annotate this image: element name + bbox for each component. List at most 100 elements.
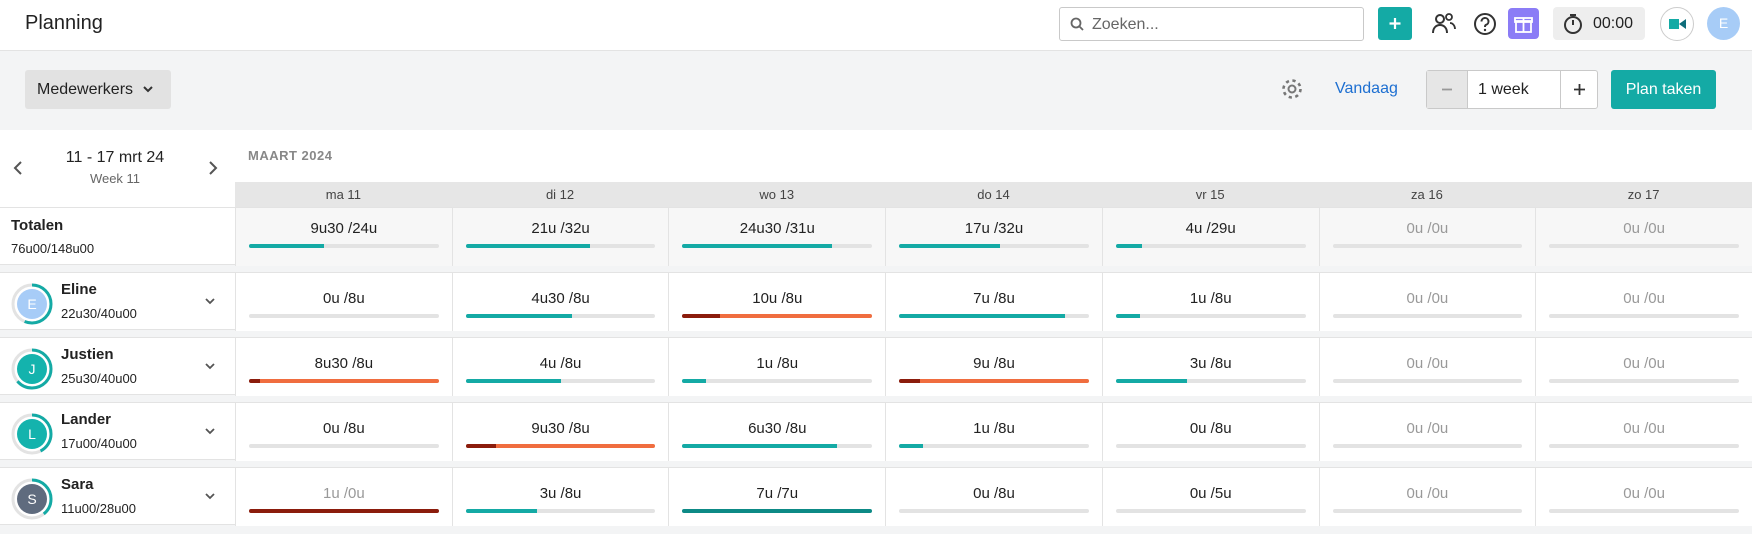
day-cell: 7u /8u [885, 273, 1102, 331]
employee-hours: 17u00/40u00 [61, 436, 137, 451]
cell-hours: 4u /29u [1185, 220, 1236, 237]
progress-fill [260, 379, 439, 383]
next-week[interactable] [205, 159, 221, 177]
video-icon [1669, 19, 1686, 29]
day-header: wo 13 [759, 187, 795, 202]
cell-hours: 1u /8u [1189, 290, 1232, 307]
page-title: Planning [25, 12, 103, 34]
cell-hours: 1u /8u [756, 355, 799, 372]
gift-button[interactable] [1508, 8, 1539, 39]
expand-toggle[interactable] [203, 295, 217, 307]
day-cell: 4u /8u [451, 338, 669, 396]
week-number: Week 11 [89, 171, 141, 186]
progress-fill [1115, 314, 1140, 318]
day-cell: 17u /32u [885, 208, 1102, 266]
prev-week[interactable] [10, 159, 26, 177]
expand-toggle[interactable] [203, 490, 217, 502]
cell-hours: 1u /0u [322, 485, 365, 502]
period-input[interactable]: 1 week [1478, 81, 1529, 98]
add-button[interactable] [1378, 7, 1412, 40]
progress-track [899, 379, 1089, 383]
employee-name: Justien [61, 346, 114, 363]
day-cell: 21u /32u [451, 208, 669, 266]
cell-hours: 0u /0u [1406, 355, 1449, 372]
progress-track [465, 509, 656, 513]
expand-toggle[interactable] [203, 360, 217, 372]
avatar-initial: L [28, 426, 36, 442]
progress-track [465, 379, 656, 383]
day-header: za 16 [1411, 187, 1443, 202]
timer-value: 00:00 [1593, 15, 1634, 32]
progress-track [1332, 314, 1523, 318]
progress-track [682, 444, 873, 448]
user-avatar[interactable]: E [1707, 7, 1740, 40]
day-header: ma 11 [325, 187, 361, 202]
progress-over [899, 379, 921, 383]
employee-name: Sara [61, 476, 94, 493]
cell-hours: 4u /8u [539, 355, 582, 372]
day-cell: 1u /8u [668, 338, 886, 396]
progress-fill [1115, 244, 1142, 248]
day-header-band [235, 182, 1752, 207]
increment-button[interactable] [1560, 71, 1598, 108]
month-label: MAART 2024 [248, 148, 333, 163]
progress-track [249, 244, 439, 248]
search-box[interactable]: Zoeken... [1059, 7, 1364, 41]
video-button[interactable] [1660, 7, 1694, 41]
progress-fill [899, 244, 1000, 248]
day-cell: 7u /7u [668, 468, 886, 526]
cell-hours: 0u /0u [1406, 290, 1449, 307]
cell-hours: 0u /0u [1623, 290, 1665, 307]
avatar-ring [11, 478, 53, 520]
decrement-button[interactable] [1427, 71, 1468, 108]
cell-hours: 1u /8u [973, 420, 1015, 437]
search-placeholder: Zoeken... [1092, 16, 1159, 33]
view-dropdown[interactable]: Medewerkers [25, 70, 171, 109]
progress-track [1115, 444, 1306, 448]
avatar-ring [11, 413, 53, 455]
chevron-down [205, 298, 215, 305]
avatar: J [10, 347, 54, 391]
avatar: S [10, 477, 54, 521]
cell-hours: 9u30 /24u [310, 220, 378, 237]
progress-track [249, 314, 439, 318]
progress-track [1549, 314, 1739, 318]
team-icon[interactable] [1430, 11, 1458, 37]
progress-fill [920, 379, 1089, 383]
progress-over [249, 509, 439, 513]
cell-hours: 7u /7u [756, 485, 799, 502]
progress-track [1115, 509, 1306, 513]
progress-fill [495, 444, 656, 448]
minus-icon [1442, 88, 1452, 91]
week-range: 11 - 17 mrt 24 [65, 149, 165, 166]
timer[interactable]: 00:00 [1553, 7, 1645, 40]
plus-icon [1574, 84, 1585, 95]
progress-track [1332, 244, 1523, 248]
progress-fill [465, 379, 561, 383]
plan-button-label: Plan taken [1625, 81, 1702, 98]
expand-toggle[interactable] [203, 425, 217, 437]
settings-icon[interactable] [1280, 77, 1304, 101]
search-icon [1070, 17, 1084, 31]
planner-grid: 11 - 17 mrt 24 Week 11 MAART 2024 ma 11 di 1… [0, 130, 1752, 534]
cell-hours: 10u /8u [752, 290, 803, 307]
cell-hours: 3u /8u [539, 485, 582, 502]
progress-track [1115, 314, 1306, 318]
employee-hours: 22u30/40u00 [61, 306, 137, 321]
day-cell: 3u /8u [451, 468, 669, 526]
progress-fill [720, 314, 873, 318]
cell-hours: 8u30 /8u [314, 355, 374, 372]
progress-track [249, 379, 439, 383]
progress-track [249, 509, 439, 513]
cell-hours: 21u /32u [531, 220, 590, 237]
cell-hours: 0u /0u [1623, 420, 1665, 437]
progress-track [1332, 509, 1523, 513]
nav-background [0, 130, 236, 207]
employee-hours: 25u30/40u00 [61, 371, 137, 386]
plan-button[interactable]: Plan taken [1611, 70, 1716, 109]
day-cell: 3u /8u [1101, 338, 1319, 396]
today-link[interactable]: Vandaag [1335, 80, 1398, 97]
help-icon[interactable] [1472, 11, 1498, 37]
progress-fill [465, 509, 537, 513]
cell-hours: 3u /8u [1189, 355, 1232, 372]
